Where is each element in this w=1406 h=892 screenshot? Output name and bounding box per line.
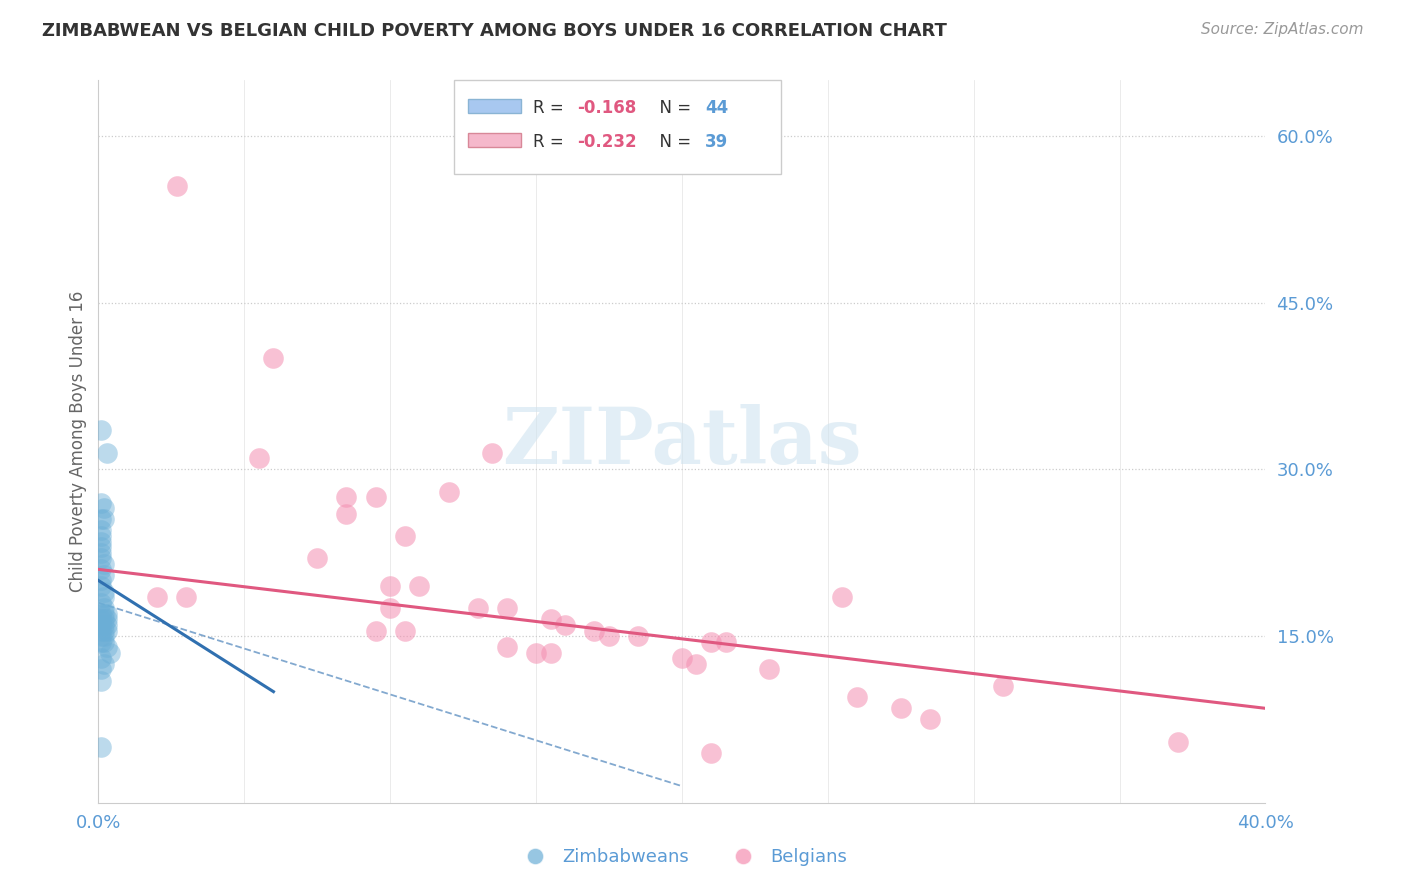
FancyBboxPatch shape: [468, 99, 520, 113]
Point: [96, 612, 118, 626]
Point: [335, 490, 357, 504]
Point: [93, 607, 115, 621]
Point: [90, 651, 112, 665]
Point: [96, 624, 118, 638]
Point: [90, 512, 112, 526]
Point: [540, 612, 562, 626]
Text: Source: ZipAtlas.com: Source: ZipAtlas.com: [1201, 22, 1364, 37]
Point: [90, 607, 112, 621]
Point: [247, 451, 270, 466]
Point: [93, 612, 115, 626]
Point: [90, 673, 112, 688]
Point: [700, 634, 723, 648]
Point: [90, 551, 112, 566]
Point: [93, 512, 115, 526]
Point: [93, 624, 115, 638]
Point: [524, 646, 547, 660]
Point: [700, 746, 723, 760]
Point: [540, 646, 562, 660]
Point: [93, 584, 115, 599]
Point: [481, 445, 503, 459]
Point: [714, 634, 737, 648]
Point: [408, 579, 430, 593]
Point: [364, 490, 387, 504]
Point: [90, 574, 112, 588]
Point: [96, 640, 118, 655]
Point: [554, 618, 576, 632]
Point: [890, 701, 912, 715]
Point: [307, 551, 329, 566]
Text: ZIPatlas: ZIPatlas: [502, 403, 862, 480]
Point: [96, 445, 118, 459]
Point: [96, 607, 118, 621]
Text: -0.232: -0.232: [576, 133, 637, 151]
Point: [93, 557, 115, 571]
Text: N =: N =: [650, 99, 696, 117]
Point: [146, 590, 169, 604]
Point: [90, 424, 112, 438]
Point: [380, 579, 402, 593]
Point: [583, 624, 606, 638]
Point: [627, 629, 650, 643]
Point: [93, 629, 115, 643]
Point: [364, 624, 387, 638]
Point: [671, 651, 693, 665]
Point: [90, 540, 112, 554]
FancyBboxPatch shape: [454, 80, 782, 174]
Point: [467, 601, 489, 615]
FancyBboxPatch shape: [468, 133, 520, 147]
Text: 39: 39: [706, 133, 728, 151]
Point: [394, 624, 416, 638]
Text: R =: R =: [533, 99, 568, 117]
Text: R =: R =: [533, 133, 568, 151]
Point: [90, 634, 112, 648]
Point: [90, 529, 112, 543]
Point: [90, 618, 112, 632]
Text: -0.168: -0.168: [576, 99, 636, 117]
Point: [93, 590, 115, 604]
Point: [685, 657, 707, 671]
Point: [90, 562, 112, 576]
Text: ZIMBABWEAN VS BELGIAN CHILD POVERTY AMONG BOYS UNDER 16 CORRELATION CHART: ZIMBABWEAN VS BELGIAN CHILD POVERTY AMON…: [42, 22, 948, 40]
Point: [90, 629, 112, 643]
Text: N =: N =: [650, 133, 696, 151]
Point: [496, 640, 519, 655]
Point: [90, 740, 112, 755]
Point: [831, 590, 853, 604]
Point: [90, 546, 112, 560]
Point: [598, 629, 620, 643]
Point: [90, 662, 112, 676]
Point: [437, 484, 460, 499]
Point: [758, 662, 780, 676]
Y-axis label: Child Poverty Among Boys Under 16: Child Poverty Among Boys Under 16: [69, 291, 87, 592]
Point: [90, 612, 112, 626]
Point: [93, 601, 115, 615]
Point: [991, 679, 1014, 693]
Point: [93, 634, 115, 648]
Point: [90, 524, 112, 538]
Point: [174, 590, 197, 604]
Point: [1167, 734, 1189, 748]
Point: [98, 646, 121, 660]
Point: [394, 529, 416, 543]
Point: [496, 601, 519, 615]
Point: [90, 496, 112, 510]
Point: [93, 657, 115, 671]
Point: [380, 601, 402, 615]
Point: [846, 690, 869, 705]
Point: [90, 534, 112, 549]
Point: [90, 596, 112, 610]
Point: [90, 624, 112, 638]
Point: [335, 507, 357, 521]
Legend: Zimbabweans, Belgians: Zimbabweans, Belgians: [510, 841, 853, 873]
Point: [90, 579, 112, 593]
Point: [93, 501, 115, 516]
Point: [918, 713, 941, 727]
Point: [96, 618, 118, 632]
Point: [262, 351, 284, 366]
Point: [166, 178, 188, 193]
Point: [93, 618, 115, 632]
Text: 44: 44: [706, 99, 728, 117]
Point: [93, 568, 115, 582]
